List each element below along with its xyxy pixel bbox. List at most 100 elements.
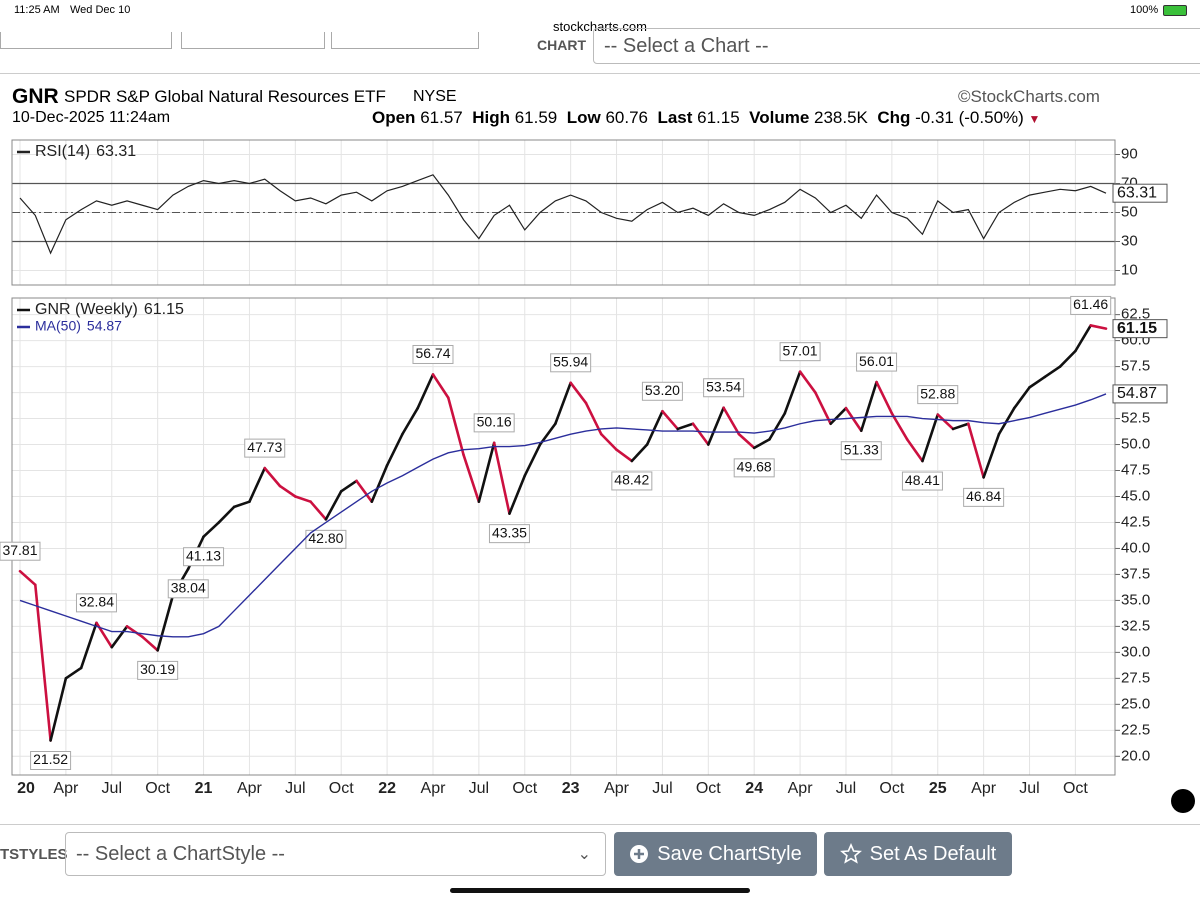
price-segment: [49, 677, 68, 742]
y-tick-label: 27.5: [1121, 669, 1150, 686]
exchange: NYSE: [413, 88, 457, 105]
price-segment: [217, 505, 236, 524]
price-segment: [370, 464, 389, 503]
y-tick-label: 47.5: [1121, 461, 1150, 478]
value-label: 41.13: [186, 547, 221, 563]
price-segment: [752, 438, 771, 450]
y-tick-label: 32.5: [1121, 617, 1150, 634]
value-label-box: [856, 352, 898, 372]
x-tick-label: Apr: [237, 780, 263, 797]
x-tick-label: Jul: [469, 780, 489, 797]
x-tick-label: 24: [745, 780, 763, 797]
x-tick-label: 23: [562, 780, 580, 797]
dot: [1171, 789, 1195, 813]
price-segment: [462, 453, 481, 503]
y-tick-label: 57.5: [1121, 358, 1150, 375]
tab[interactable]: [0, 32, 172, 49]
x-tick-label: Oct: [329, 780, 354, 797]
price-segment: [33, 583, 52, 742]
x-tick-label: Jul: [285, 780, 305, 797]
value-label: 42.80: [308, 530, 343, 546]
last-value-tag-text: 61.15: [1117, 320, 1157, 337]
price-segment: [859, 380, 878, 433]
x-tick-label: Oct: [1063, 780, 1088, 797]
price-segment: [829, 406, 848, 426]
value-label-box: [75, 593, 117, 613]
price-segment: [630, 443, 649, 463]
home-indicator: [450, 888, 750, 893]
value-label-box: [733, 458, 775, 478]
price-segment: [554, 381, 572, 426]
last-value-tag: [1112, 384, 1168, 404]
price-segment: [18, 569, 37, 587]
tab[interactable]: [331, 32, 479, 49]
value-label-box: [0, 541, 41, 561]
price-segment: [141, 635, 159, 652]
x-tick-label: Apr: [604, 780, 630, 797]
price-segment: [294, 495, 312, 503]
open-value: 61.57: [420, 108, 463, 127]
down-arrow: ▼: [1028, 112, 1041, 126]
legend-name: RSI(14): [35, 143, 90, 160]
volume-value: 238.5K: [814, 108, 868, 127]
price-segment: [385, 432, 404, 467]
value-label-box: [703, 378, 745, 398]
price-segment: [615, 448, 634, 463]
styles-label: TSTYLES: [0, 846, 68, 863]
style-select[interactable]: -- Select a ChartStyle -- ⌄: [65, 832, 606, 876]
default-button[interactable]: Set As Default: [824, 832, 1012, 876]
value-label: 48.41: [905, 472, 940, 488]
value-label: 38.04: [171, 580, 206, 596]
value-label-box: [412, 344, 454, 364]
x-tick-label: Jul: [652, 780, 672, 797]
price-segment: [890, 412, 909, 441]
divider: [0, 73, 1200, 74]
chart-select[interactable]: -- Select a Chart --: [593, 28, 1200, 64]
value-label: 48.42: [614, 472, 649, 488]
battery: 100%: [1130, 4, 1159, 16]
price-segment: [844, 406, 863, 433]
price-segment: [967, 422, 985, 479]
price-segment: [982, 432, 1001, 479]
last-value: 61.15: [697, 108, 740, 127]
price-segment: [110, 625, 129, 649]
y-tick-label: 30.0: [1121, 643, 1150, 660]
value-label: 30.19: [140, 661, 175, 677]
price-segment: [951, 422, 970, 431]
price-segment: [707, 406, 725, 446]
price-segment: [232, 500, 251, 509]
value-label: 37.81: [2, 542, 37, 558]
value-label: 43.35: [492, 524, 527, 540]
battery-icon: [1163, 5, 1187, 16]
value-label: 51.33: [844, 441, 879, 457]
value-label-box: [30, 750, 72, 770]
x-tick-label: Oct: [512, 780, 537, 797]
price-segment: [492, 441, 511, 515]
price-segment: [324, 489, 343, 521]
value-label-box: [840, 441, 882, 461]
price-segment: [64, 666, 83, 680]
value-label-box: [488, 524, 530, 544]
high-label: High: [472, 108, 510, 127]
value-label-box: [183, 547, 225, 567]
value-label-box: [779, 342, 821, 362]
low-label: Low: [566, 108, 601, 127]
x-tick-label: 20: [17, 780, 35, 797]
x-tick-label: Apr: [421, 780, 447, 797]
tab[interactable]: [181, 32, 325, 49]
price-segment: [523, 443, 542, 478]
price-segment: [446, 396, 465, 457]
price-segment: [1058, 349, 1077, 368]
price-segment: [921, 413, 940, 463]
high-value: 61.59: [514, 108, 558, 127]
save-button[interactable]: Save ChartStyle: [614, 832, 817, 876]
value-label: 52.88: [920, 385, 955, 401]
value-label-box: [244, 438, 286, 458]
last-value-tag: [1112, 319, 1168, 339]
y-tick-label: 25.0: [1121, 695, 1150, 712]
price-segment: [202, 521, 221, 539]
price-segment: [661, 409, 680, 431]
legend-name: GNR (Weekly): [35, 301, 138, 318]
value-label: 56.01: [859, 353, 894, 369]
value-label: 50.16: [477, 414, 512, 430]
